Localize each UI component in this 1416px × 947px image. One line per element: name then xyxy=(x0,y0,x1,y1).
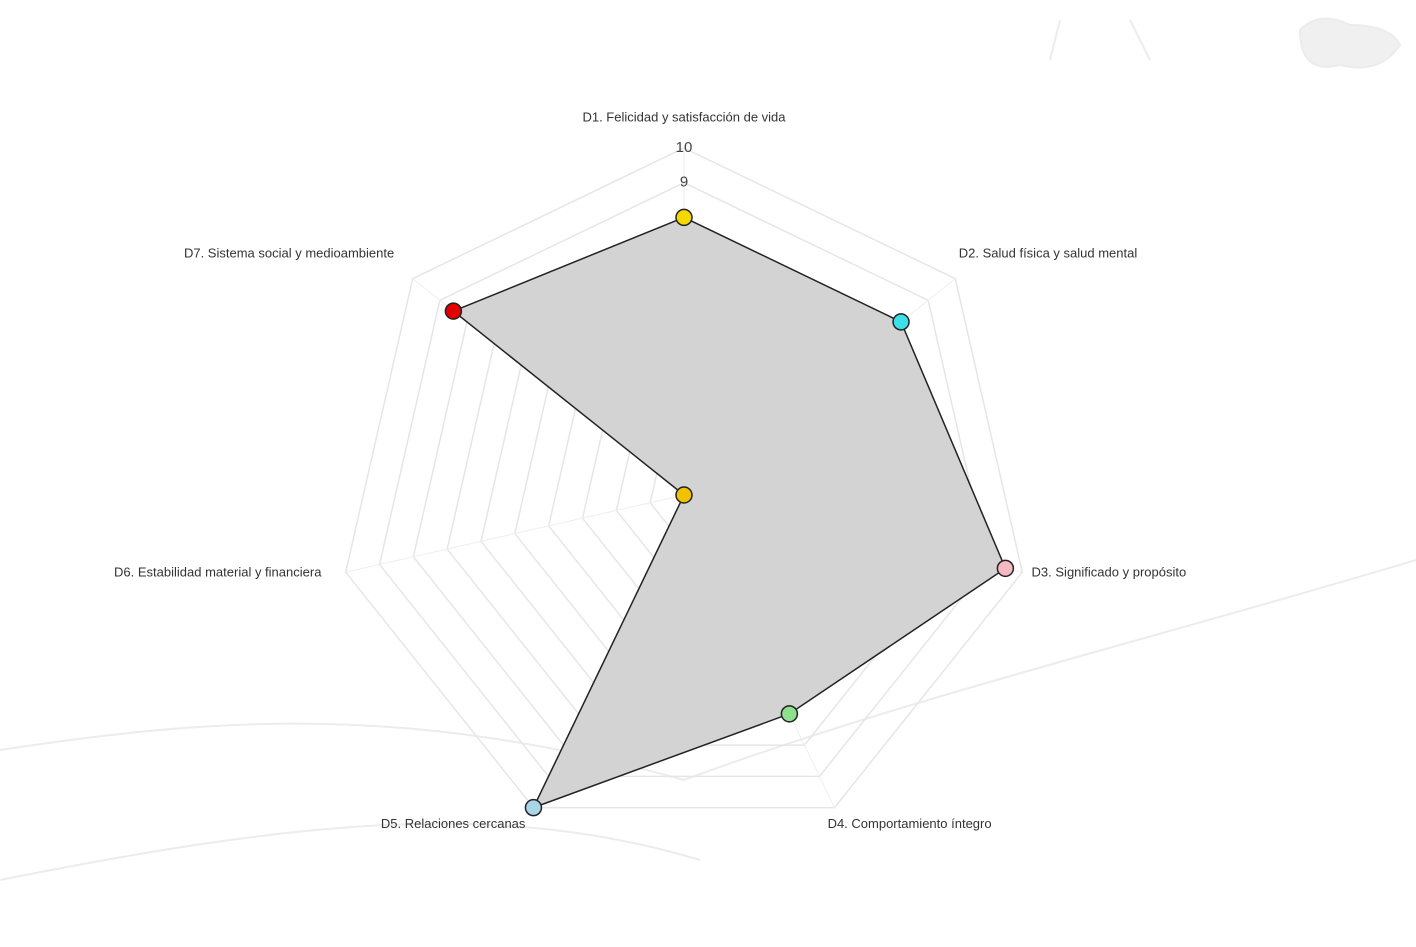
data-point xyxy=(524,798,543,817)
axis-label: D7. Sistema social y medioambiente xyxy=(184,245,394,260)
data-point xyxy=(996,559,1015,578)
r-tick-label: 10 xyxy=(676,139,693,156)
axis-label: D5. Relaciones cercanas xyxy=(381,816,526,831)
axis-label: D1. Felicidad y satisfacción de vida xyxy=(582,109,786,124)
data-point xyxy=(675,486,693,504)
data-point xyxy=(892,313,910,331)
data-point xyxy=(675,208,693,227)
grid-ring xyxy=(378,181,990,778)
background-decor xyxy=(0,17,1416,881)
grid-ring xyxy=(344,147,1024,809)
axis-label: D6. Estabilidad material y financiera xyxy=(114,564,322,579)
spoke xyxy=(345,494,685,573)
data-point xyxy=(444,302,463,320)
data-area xyxy=(451,216,1007,809)
r-tick-label: 9 xyxy=(680,174,688,191)
axis-label: D4. Comportamiento íntegro xyxy=(828,816,992,831)
axis-label: D2. Salud física y salud mental xyxy=(959,245,1138,260)
data-point xyxy=(780,705,799,723)
axis-label: D3. Significado y propósito xyxy=(1032,564,1187,579)
